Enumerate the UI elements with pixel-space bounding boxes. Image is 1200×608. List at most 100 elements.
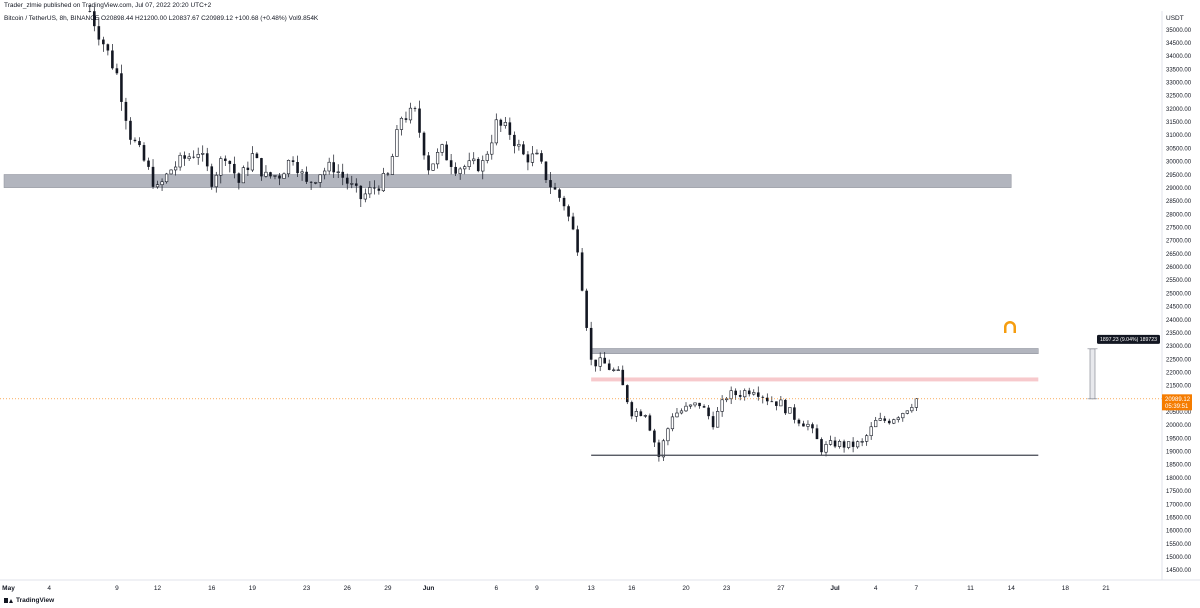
candle-body-up <box>535 152 539 155</box>
candle-body-down <box>359 185 363 200</box>
candle-body-up <box>675 412 679 418</box>
candle <box>598 352 602 372</box>
candle-body-up <box>752 392 756 395</box>
candle <box>169 169 173 175</box>
candle-body-up <box>327 161 331 172</box>
candle <box>513 131 516 154</box>
candle-body-down <box>589 327 593 360</box>
candle-body-down <box>102 39 105 45</box>
candle-body-up <box>318 174 322 183</box>
price-tick-label: 32000.00 <box>1166 107 1192 113</box>
candle <box>716 406 720 428</box>
candle-body-down <box>445 144 448 161</box>
price-tick-label: 18500.00 <box>1166 463 1192 469</box>
price-tick-label: 23000.00 <box>1166 344 1192 350</box>
candle <box>824 441 828 457</box>
measure-range <box>1089 348 1096 400</box>
candle <box>828 435 833 446</box>
candle <box>354 178 358 193</box>
candle-body-up <box>856 441 860 448</box>
candle <box>910 403 914 413</box>
publisher-line: Trader_zlmie published on TradingView.co… <box>4 2 212 9</box>
candle-body-up <box>395 129 399 157</box>
candle <box>643 414 647 418</box>
candle <box>693 402 697 408</box>
candle <box>476 157 480 173</box>
candle-body-up <box>869 426 873 437</box>
price-tick-label: 29500.00 <box>1166 173 1192 179</box>
last-price-tag-label: 20989.12 <box>1165 397 1191 403</box>
candle-body-down <box>811 424 814 429</box>
candle <box>463 164 467 175</box>
tradingview-logo-icon <box>4 598 13 603</box>
price-tick-label: 22000.00 <box>1166 370 1192 376</box>
candle <box>395 124 399 157</box>
candle <box>729 386 733 405</box>
candle <box>788 407 792 414</box>
price-tick-label: 25500.00 <box>1166 278 1192 284</box>
candle <box>318 174 322 188</box>
candle <box>210 163 214 190</box>
candle <box>797 418 801 427</box>
candle <box>490 134 494 160</box>
candle-body-down <box>585 290 588 328</box>
candle <box>684 402 688 413</box>
candle-body-down <box>305 171 308 182</box>
candle-body-up <box>485 153 489 161</box>
price-tick-label: 31500.00 <box>1166 120 1192 126</box>
candle-body-down <box>427 155 430 171</box>
candle-body-down <box>377 188 381 191</box>
candle-body-down <box>702 406 706 408</box>
candle-body-up <box>214 174 218 188</box>
countdown-tag-label: 05:39:51 <box>1165 404 1189 410</box>
candle-body-up <box>896 417 900 420</box>
candle-body-up <box>273 175 277 177</box>
candle-body-down <box>522 144 525 155</box>
candle-body-up <box>323 170 327 176</box>
candle-body-up <box>314 182 318 184</box>
candle-body-down <box>793 407 796 420</box>
candle <box>228 160 232 173</box>
candle-body-up <box>368 187 372 195</box>
time-tick-label: 12 <box>154 585 162 592</box>
candle <box>345 173 349 190</box>
time-tick-label: Jul <box>830 585 840 592</box>
candle <box>883 415 887 423</box>
candle-body-up <box>187 156 191 160</box>
time-tick-label: Jun <box>423 585 435 592</box>
candle-body-down <box>120 73 123 102</box>
candle <box>707 405 710 420</box>
candle <box>327 157 331 175</box>
candle-body-up <box>779 399 783 407</box>
candle <box>286 159 291 178</box>
candle <box>458 166 462 180</box>
candle <box>530 145 535 167</box>
candle <box>241 165 245 184</box>
candle <box>178 152 182 171</box>
candle <box>869 422 873 440</box>
candle <box>846 441 851 450</box>
candle-body-down <box>233 163 236 174</box>
candle-body-up <box>517 144 521 147</box>
last-price-tag-bg <box>1162 394 1192 411</box>
candle <box>553 182 557 190</box>
candle-body-down <box>269 172 272 177</box>
candle-body-down <box>183 155 186 159</box>
candle <box>901 412 905 422</box>
candle-body-up <box>490 142 494 155</box>
candle-body-up <box>219 158 223 176</box>
candle <box>914 398 918 412</box>
candle <box>784 398 787 415</box>
candle <box>435 148 440 169</box>
candle-body-down <box>887 420 891 424</box>
price-tick-label: 26000.00 <box>1166 265 1192 271</box>
candle <box>540 150 543 164</box>
candle <box>720 395 724 417</box>
candle <box>111 44 114 70</box>
time-tick-label: 26 <box>344 585 352 592</box>
price-axis: 35000.00 34500.00 34000.00 33500.00 33000.00… <box>1166 28 1192 574</box>
time-tick-label: 18 <box>1062 585 1070 592</box>
candle <box>892 418 896 425</box>
candle-body-up <box>390 156 395 175</box>
